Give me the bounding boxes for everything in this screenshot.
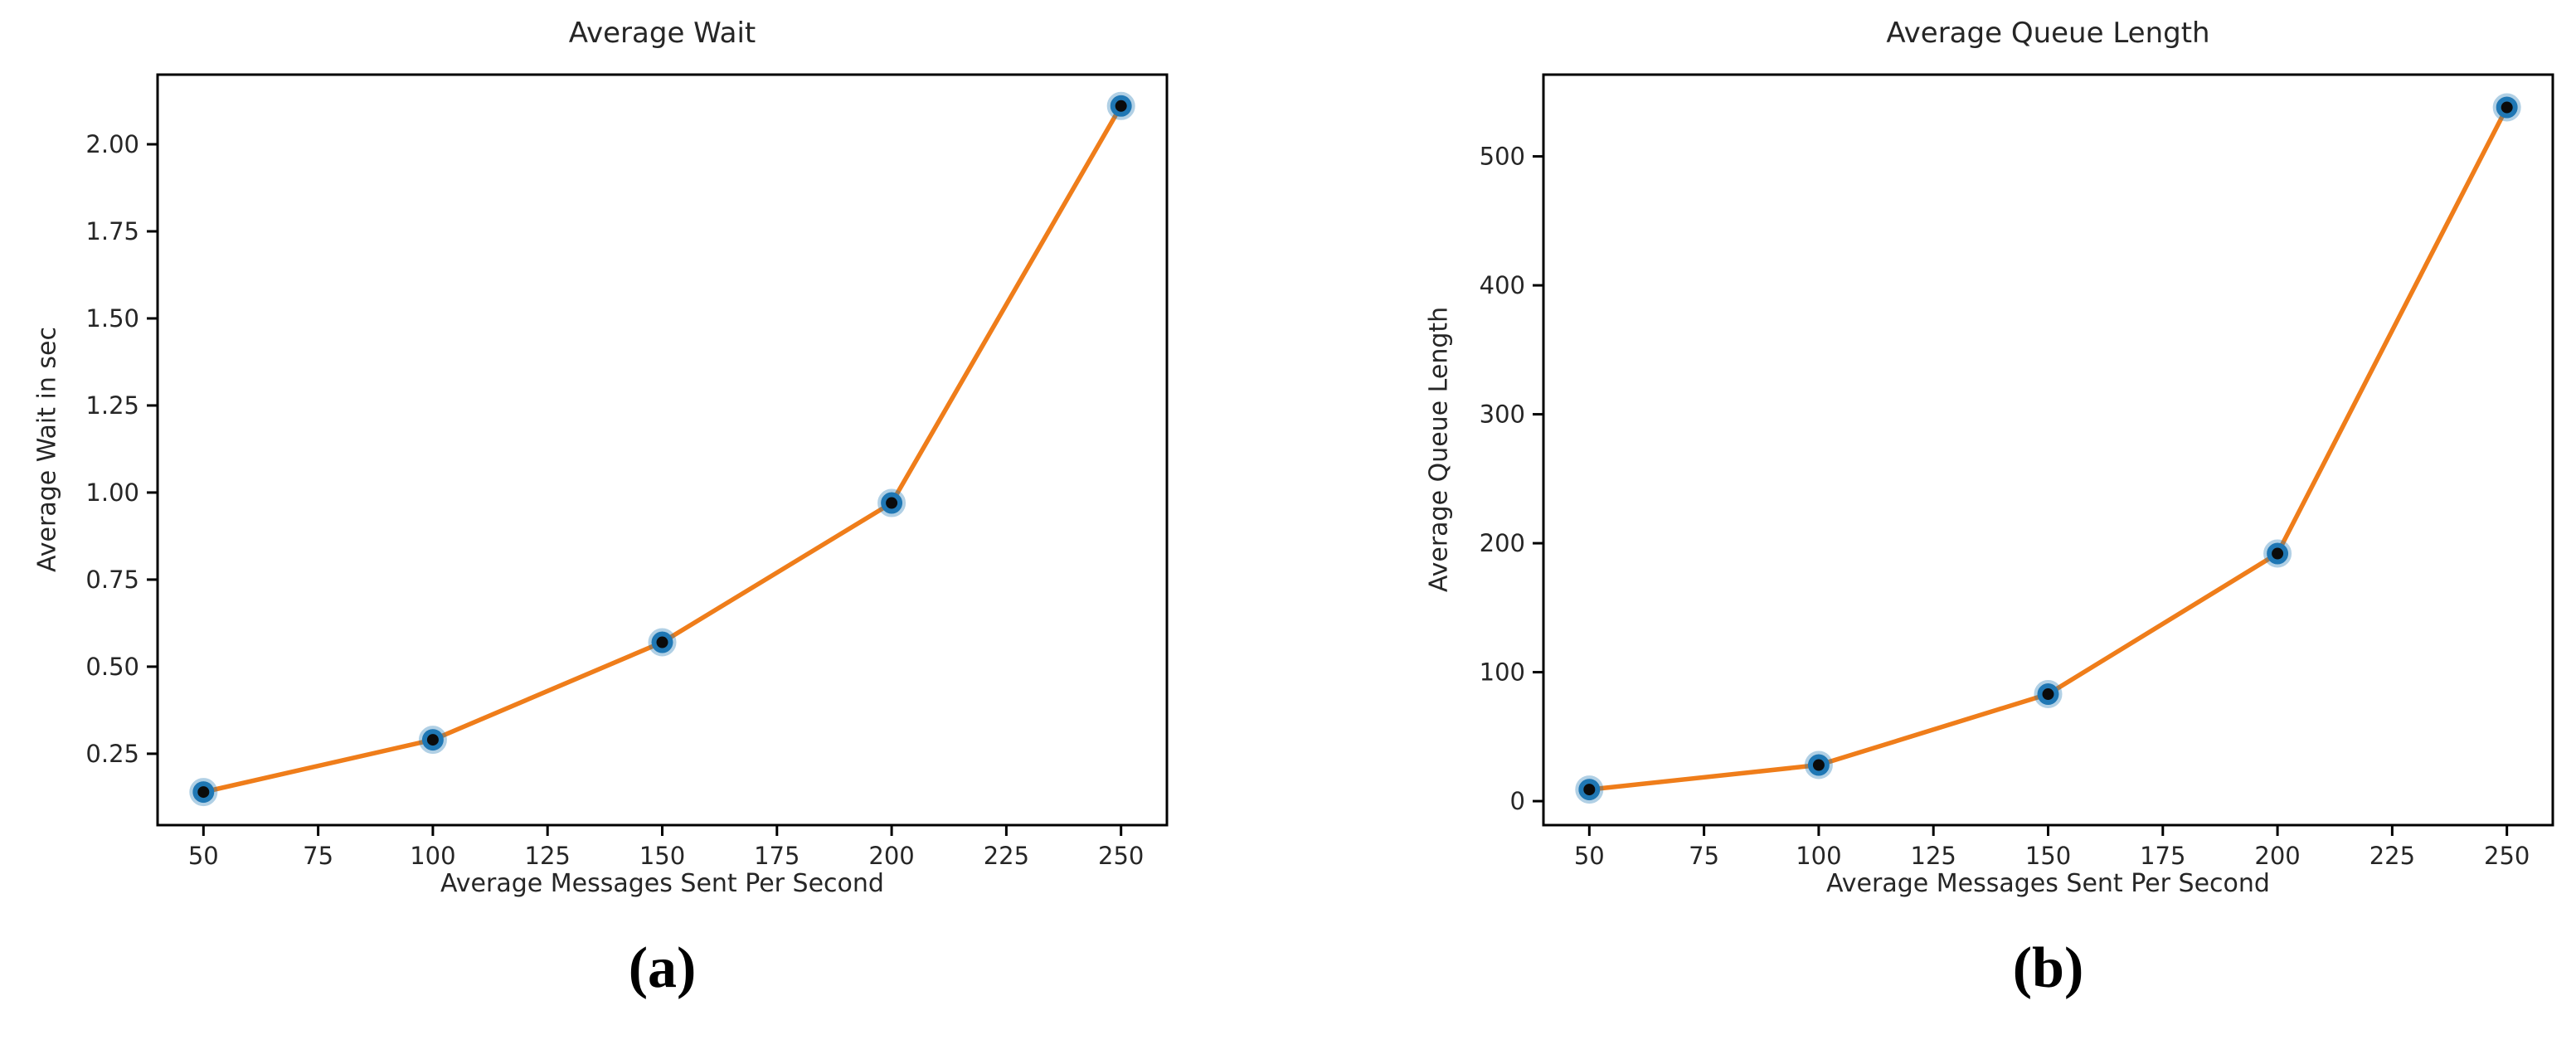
x-tick-label: 200	[868, 842, 914, 870]
data-point-halo	[418, 726, 447, 755]
subfigure-caption-b: (b)	[2012, 936, 2084, 1000]
data-point-halo	[648, 628, 677, 657]
data-point	[2496, 96, 2518, 119]
data-point	[2037, 683, 2059, 706]
y-tick-label: 200	[1480, 529, 1525, 557]
x-tick-label: 75	[1689, 842, 1719, 870]
x-tick-label: 50	[188, 842, 219, 870]
y-axis-label-average-queue-length: Average Queue Length	[1424, 306, 1454, 593]
y-tick-label: 0.75	[85, 566, 139, 594]
x-tick-label: 100	[410, 842, 455, 870]
data-point	[421, 729, 444, 751]
x-tick-label: 250	[2484, 842, 2530, 870]
y-tick-label: 2.00	[85, 130, 139, 158]
plot-frame	[1542, 73, 2554, 827]
x-tick-label: 250	[1098, 842, 1144, 870]
y-tick-label: 1.75	[85, 217, 139, 245]
x-tick-label: 225	[2369, 842, 2415, 870]
data-line	[201, 104, 1124, 794]
y-tick-label: 300	[1480, 401, 1525, 429]
data-point	[1110, 95, 1132, 117]
x-axis-label-right: Average Messages Sent Per Second	[1826, 869, 2270, 898]
plot-frame	[156, 73, 1169, 827]
data-point-halo	[189, 778, 218, 807]
x-tick-label: 100	[1796, 842, 1841, 870]
data-point-halo	[2034, 680, 2063, 709]
x-tick-label: 200	[2254, 842, 2300, 870]
y-tick-label: 0.50	[85, 653, 139, 681]
data-point-halo	[2492, 93, 2521, 122]
y-tick-label: 0.25	[85, 740, 139, 768]
data-point	[2267, 542, 2289, 565]
x-tick-label: 225	[984, 842, 1029, 870]
x-tick-label: 125	[525, 842, 571, 870]
y-tick-label: 1.00	[85, 478, 139, 507]
x-tick-label: 75	[303, 842, 333, 870]
data-point-halo	[1575, 775, 1604, 804]
data-point	[1807, 754, 1830, 776]
data-point	[881, 492, 903, 514]
chart-title-average-wait: Average Wait	[568, 17, 756, 50]
subfigure-caption-a: (a)	[628, 936, 697, 1000]
x-tick-label: 50	[1574, 842, 1605, 870]
data-point-halo	[1106, 91, 1135, 120]
data-point-halo	[2263, 539, 2292, 568]
data-point-halo	[1804, 750, 1833, 780]
x-tick-label: 175	[2140, 842, 2185, 870]
data-point	[1578, 779, 1601, 801]
y-tick-label: 1.50	[85, 304, 139, 333]
data-point	[192, 781, 215, 804]
x-tick-label: 125	[1911, 842, 1956, 870]
chart-title-average-queue-length: Average Queue Length	[1886, 17, 2210, 50]
x-axis-label-left: Average Messages Sent Per Second	[440, 869, 884, 898]
y-tick-label: 500	[1480, 143, 1525, 171]
y-tick-label: 0	[1510, 787, 1525, 815]
data-point	[651, 631, 673, 653]
x-tick-label: 150	[2025, 842, 2071, 870]
y-axis-label-average-wait: Average Wait in sec	[32, 327, 62, 572]
y-tick-label: 400	[1480, 271, 1525, 299]
y-tick-label: 1.25	[85, 391, 139, 420]
data-point-halo	[877, 488, 906, 517]
x-tick-label: 150	[639, 842, 685, 870]
y-tick-label: 100	[1480, 658, 1525, 687]
x-tick-label: 175	[754, 842, 800, 870]
